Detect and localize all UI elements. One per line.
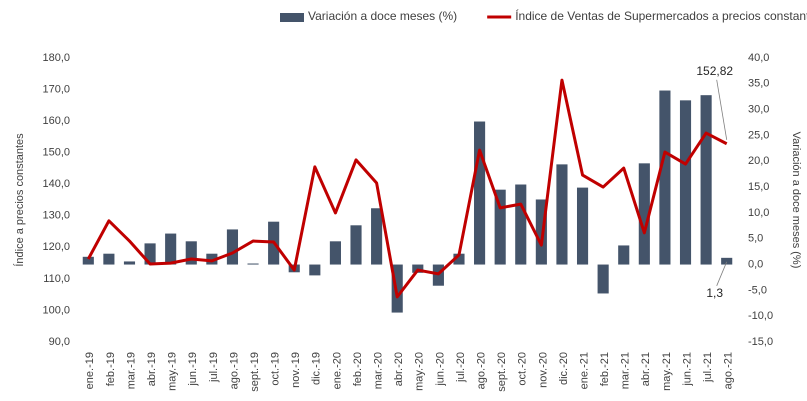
x-tick-label: feb.-19: [105, 352, 117, 386]
bar: [679, 100, 692, 265]
x-tick-label: jul.-19: [208, 352, 220, 383]
x-tick-label: ago.-21: [723, 352, 735, 389]
bar: [535, 199, 547, 265]
bar: [618, 245, 630, 265]
bar: [185, 241, 197, 265]
x-tick-label: ene.-19: [84, 352, 96, 389]
data-label: 152,82: [696, 64, 733, 78]
y2-tick-label: 0,0: [748, 258, 763, 270]
line: [86, 78, 728, 299]
bar: [350, 225, 362, 265]
data-label: 1,3: [706, 286, 723, 300]
x-tick-label: nov.-20: [537, 352, 549, 388]
x-tick-label: ago.-20: [475, 352, 487, 389]
x-tick-label: jul.-20: [455, 352, 467, 383]
y2-tick-label: 40,0: [748, 52, 769, 64]
x-tick-label: feb.-21: [599, 352, 611, 386]
x-tick-label: jun.-19: [187, 352, 199, 387]
bar: [453, 253, 465, 265]
y2-tick-label: -15,0: [748, 336, 773, 348]
bar: [556, 164, 568, 265]
bar: [371, 208, 383, 265]
x-tick-label: sept.-20: [496, 352, 508, 392]
bar: [226, 229, 239, 265]
y2-tick-label: 25,0: [748, 129, 769, 141]
y-tick-label: 90,0: [49, 336, 70, 348]
x-tick-label: oct.-19: [270, 352, 282, 386]
y-tick-label: 180,0: [42, 52, 70, 64]
legend-swatch: [280, 13, 304, 22]
y-tick-label: 130,0: [42, 210, 70, 222]
bar: [329, 241, 341, 265]
bar: [494, 189, 506, 265]
y-tick-label: 120,0: [42, 241, 70, 253]
x-tick-label: dic.-19: [311, 352, 323, 385]
bar: [474, 121, 486, 265]
bar: [659, 90, 671, 265]
y-tick-label: 160,0: [42, 115, 70, 127]
bar: [82, 256, 94, 265]
y-tick-label: 140,0: [42, 178, 70, 190]
x-tick-label: mar.-19: [125, 352, 137, 389]
x-tick-label: may.-20: [414, 352, 426, 391]
legend-label: Índice de Ventas de Supermercados a prec…: [515, 8, 807, 23]
y2-tick-label: 35,0: [748, 78, 769, 90]
x-tick-label: nov.-19: [290, 352, 302, 388]
bar: [700, 95, 712, 265]
bar: [597, 264, 609, 294]
y2-tick-label: -5,0: [748, 284, 767, 296]
x-tick-label: abr.-19: [146, 352, 158, 386]
x-tick-label: sept.-19: [249, 352, 261, 392]
y2-tick-label: -10,0: [748, 310, 773, 322]
bar: [103, 253, 115, 265]
bar: [165, 233, 177, 265]
x-tick-label: ene.-20: [331, 352, 343, 389]
y-tick-label: 170,0: [42, 83, 70, 95]
y2-tick-label: 30,0: [748, 104, 769, 116]
x-tick-label: may.-19: [167, 352, 179, 391]
x-tick-label: feb.-20: [352, 352, 364, 386]
bar: [144, 243, 156, 265]
y2-tick-label: 20,0: [748, 155, 769, 167]
legend-label: Variación a doce meses (%): [308, 9, 457, 23]
x-tick-label: jul.-21: [702, 352, 714, 383]
y2-tick-label: 5,0: [748, 233, 763, 245]
x-tick-label: oct.-20: [517, 352, 529, 386]
bar: [721, 257, 733, 265]
y2-tick-label: 15,0: [748, 181, 769, 193]
y-axis-title: Índice a precios constantes: [13, 133, 26, 267]
y-tick-label: 110,0: [43, 273, 70, 285]
bar: [309, 264, 321, 276]
x-tick-label: mar.-20: [373, 352, 385, 389]
x-tick-label: abr.-21: [640, 352, 652, 386]
bar: [206, 253, 218, 265]
y2-axis-title: Variación a doce meses (%): [790, 132, 802, 269]
x-tick-label: abr.-20: [393, 352, 405, 386]
bar: [515, 184, 527, 265]
bar: [247, 263, 259, 265]
leader-line: [716, 79, 728, 140]
bar: [123, 261, 136, 265]
x-tick-label: mar.-21: [620, 352, 632, 389]
x-tick-label: dic.-20: [558, 352, 570, 385]
x-tick-label: ene.-21: [578, 352, 590, 389]
y-tick-label: 100,0: [42, 304, 70, 316]
y-tick-label: 150,0: [42, 147, 70, 159]
leader-line: [716, 261, 728, 286]
bar: [576, 187, 589, 265]
y2-tick-label: 10,0: [748, 207, 769, 219]
x-tick-label: ago.-19: [228, 352, 240, 389]
x-tick-label: may.-21: [661, 352, 673, 391]
x-tick-label: jun.-21: [681, 352, 693, 387]
x-tick-label: jun.-20: [434, 352, 446, 387]
bar: [638, 163, 650, 265]
